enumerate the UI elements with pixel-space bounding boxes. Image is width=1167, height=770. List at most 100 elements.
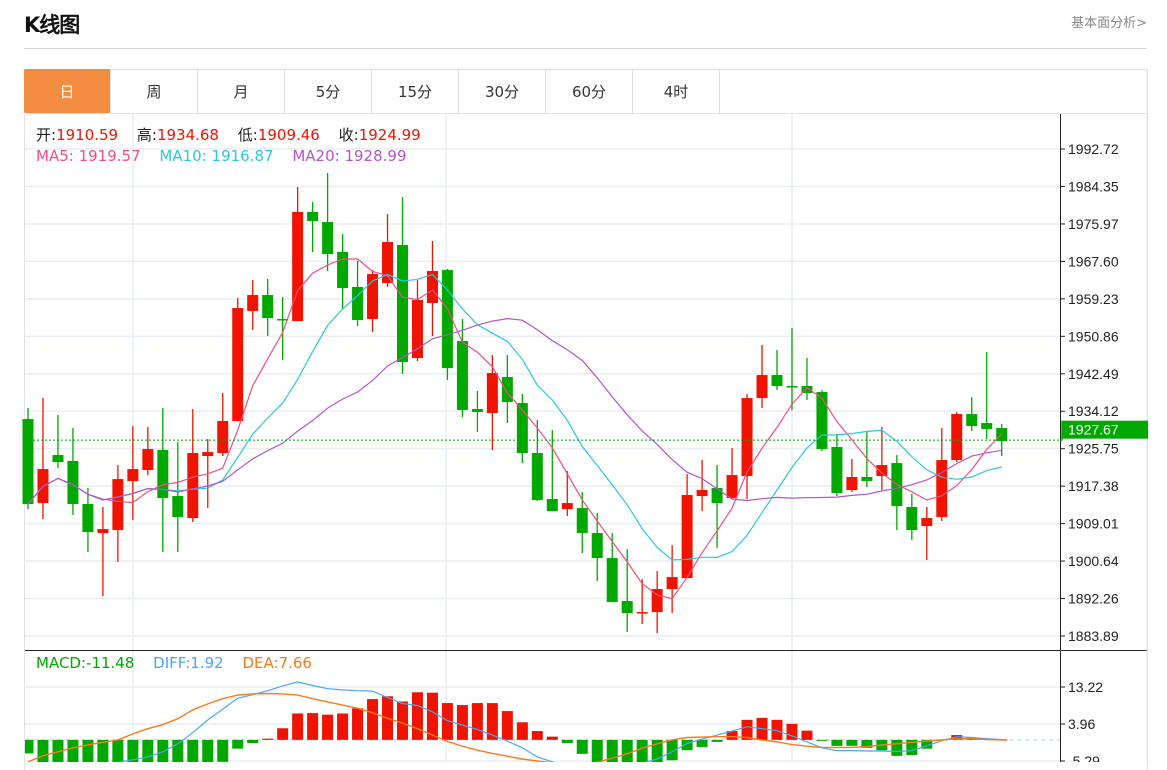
tab-day[interactable]: 日 [24, 69, 111, 113]
macd-bar [906, 739, 918, 756]
macd-bar [666, 739, 678, 761]
candle-body [22, 419, 34, 505]
macd-bar [172, 739, 184, 762]
price-tick-label: 1950.86 [1068, 328, 1119, 344]
price-tick-label: 1892.26 [1068, 591, 1119, 607]
candle-down [52, 415, 64, 469]
candle-body [157, 450, 169, 499]
ma5-value: 1919.57 [78, 147, 141, 165]
candle-up [876, 427, 888, 491]
candle-body [471, 409, 483, 413]
candle-body [666, 577, 678, 590]
candle-down [981, 352, 993, 440]
tab-month[interactable]: 月 [198, 69, 285, 113]
candle-down [322, 172, 334, 272]
candle-up [936, 428, 948, 522]
candle-down [861, 432, 873, 488]
candle-down [771, 350, 783, 391]
macd-bar [771, 719, 783, 740]
macd-bar [996, 739, 1008, 741]
candle-body [232, 308, 244, 422]
macd-tick-label: -5.29 [1068, 753, 1100, 762]
candle-body [172, 496, 184, 518]
tab-4hour[interactable]: 4时 [633, 69, 720, 113]
tab-30min[interactable]: 30分 [459, 69, 546, 113]
candle-body [801, 386, 813, 394]
macd-bar [217, 739, 229, 762]
candle-down [397, 197, 408, 375]
macd-bar [262, 738, 274, 740]
candle-down [172, 442, 184, 553]
macd-bar [157, 739, 169, 762]
candle-down [801, 358, 813, 401]
candle-body [726, 475, 738, 499]
candle-up [651, 571, 663, 634]
candle-up [247, 280, 259, 331]
candle-down [786, 328, 798, 411]
candle-body [277, 319, 289, 321]
open-label: 开: [36, 126, 57, 144]
high-label: 高: [136, 126, 157, 144]
candle-body [456, 341, 468, 411]
low-label: 低: [237, 126, 258, 144]
tab-week[interactable]: 周 [111, 69, 198, 113]
macd-bar [127, 739, 139, 762]
candle-body [966, 414, 978, 427]
candle-body [352, 287, 364, 321]
low-value: 1909.46 [257, 126, 320, 144]
last-price-label: 1927.67 [1068, 422, 1119, 438]
macd-bar [247, 739, 259, 744]
candle-body [202, 452, 214, 457]
macd-bar [187, 739, 199, 762]
macd-bar [651, 739, 663, 762]
close-value: 1924.99 [358, 126, 421, 144]
divider [24, 48, 1147, 49]
fundamental-analysis-link[interactable]: 基本面分析> [1071, 16, 1147, 31]
candle-up [726, 448, 738, 500]
page-title: K线图 [24, 13, 80, 37]
candle-body [411, 300, 423, 359]
candle-body [651, 589, 663, 613]
candle-body [501, 377, 513, 403]
macd-bar [696, 739, 708, 748]
price-tick-label: 1900.64 [1068, 553, 1119, 569]
candle-down [591, 513, 603, 582]
candle-down [22, 408, 34, 510]
macd-bar [277, 728, 289, 740]
price-tick-label: 1925.75 [1068, 441, 1119, 457]
macd-bar [816, 739, 828, 741]
candle-down [831, 434, 843, 497]
macd-bar [307, 713, 319, 740]
candle-up [37, 398, 49, 520]
ma20-line [27, 317, 1002, 505]
tab-15min[interactable]: 15分 [372, 69, 459, 113]
candle-down [307, 202, 319, 253]
candle-body [831, 447, 843, 494]
tab-60min[interactable]: 60分 [546, 69, 633, 113]
candle-down [531, 420, 543, 502]
candle-body [981, 423, 993, 430]
ma20-label: MA20: [292, 147, 340, 165]
macd-bar [621, 739, 633, 762]
candle-down [157, 408, 169, 553]
candle-body [876, 465, 888, 477]
macd-tick-label: 3.96 [1068, 716, 1095, 732]
candle-body [307, 212, 319, 222]
macd-info: MACD:-11.48 DIFF:1.92 DEA:7.66 [36, 654, 312, 672]
period-tabs: 日 周 月 5分 15分 30分 60分 4时 [24, 69, 1147, 114]
ma10-value: 1916.87 [211, 147, 274, 165]
diff-label: DIFF: [153, 654, 191, 672]
diff-value: 1.92 [190, 654, 224, 672]
price-tick-label: 1992.72 [1068, 141, 1119, 157]
candle-body [441, 270, 453, 369]
macd-bar [546, 736, 558, 740]
tab-5min[interactable]: 5分 [285, 69, 372, 113]
ma10-line [27, 273, 1002, 561]
candle-body [367, 274, 379, 320]
candle-up [426, 241, 438, 337]
macd-bar [232, 739, 244, 749]
candle-up [846, 459, 858, 493]
candle-down [576, 492, 588, 554]
candle-up [217, 393, 229, 457]
